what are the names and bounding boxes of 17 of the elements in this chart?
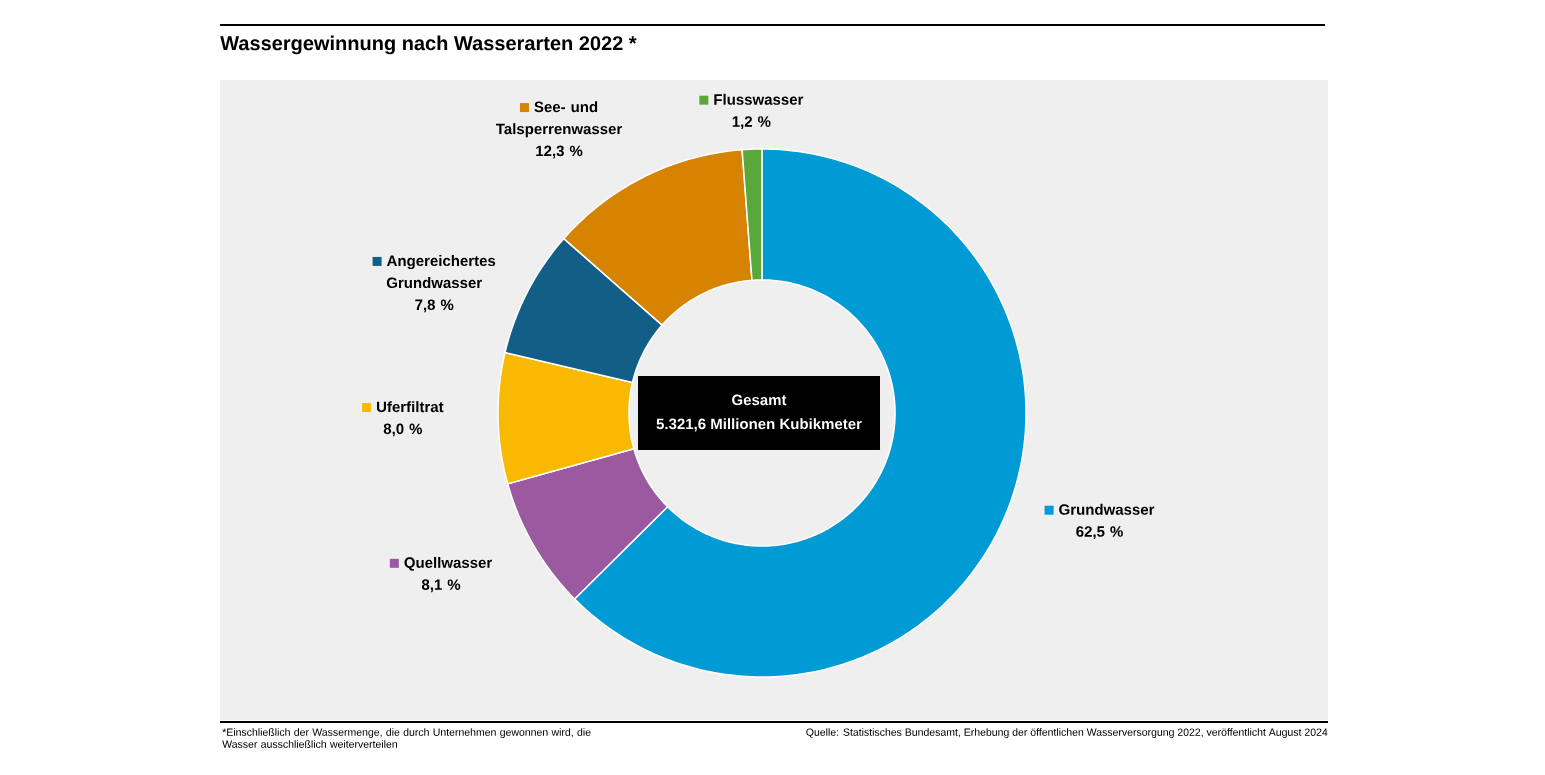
text: Gesamt <box>732 394 787 406</box>
legend-label: See- und Talsperrenwasser <box>495 101 623 138</box>
source-note: Quelle: Statistisches Bundesamt, Erhebung der öffentlichen Wasserversorgung 2022, veröffentlicht August 2024 <box>806 728 1328 738</box>
legend-label: Uferfiltrat <box>377 401 444 413</box>
data-label: 12,3 % <box>536 145 583 159</box>
data-label: 7,8 % <box>415 299 454 313</box>
data-label: 1,2 % <box>732 116 771 129</box>
text: *Einschließlich der Wassermenge, die durch Unternehmen gewonnen wird, die Wasser ausschließlich weiterverteilen <box>222 728 591 748</box>
legend-label: Flusswasser <box>714 93 804 105</box>
data-label: 8,0 % <box>383 423 423 437</box>
legend-label: Grundwasser <box>1059 503 1155 515</box>
chart-title: Wassergewinnung nach Wasserarten 2022 * <box>220 35 637 55</box>
data-label: 62,5 % <box>1076 526 1123 540</box>
legend-label: Angereichertes Grundwasser <box>386 255 496 289</box>
legend-label: Quellwasser <box>404 556 493 571</box>
data-label: 8,1 % <box>421 579 461 593</box>
text: 5.321,6 Millionen Kubikmeter <box>656 418 862 432</box>
